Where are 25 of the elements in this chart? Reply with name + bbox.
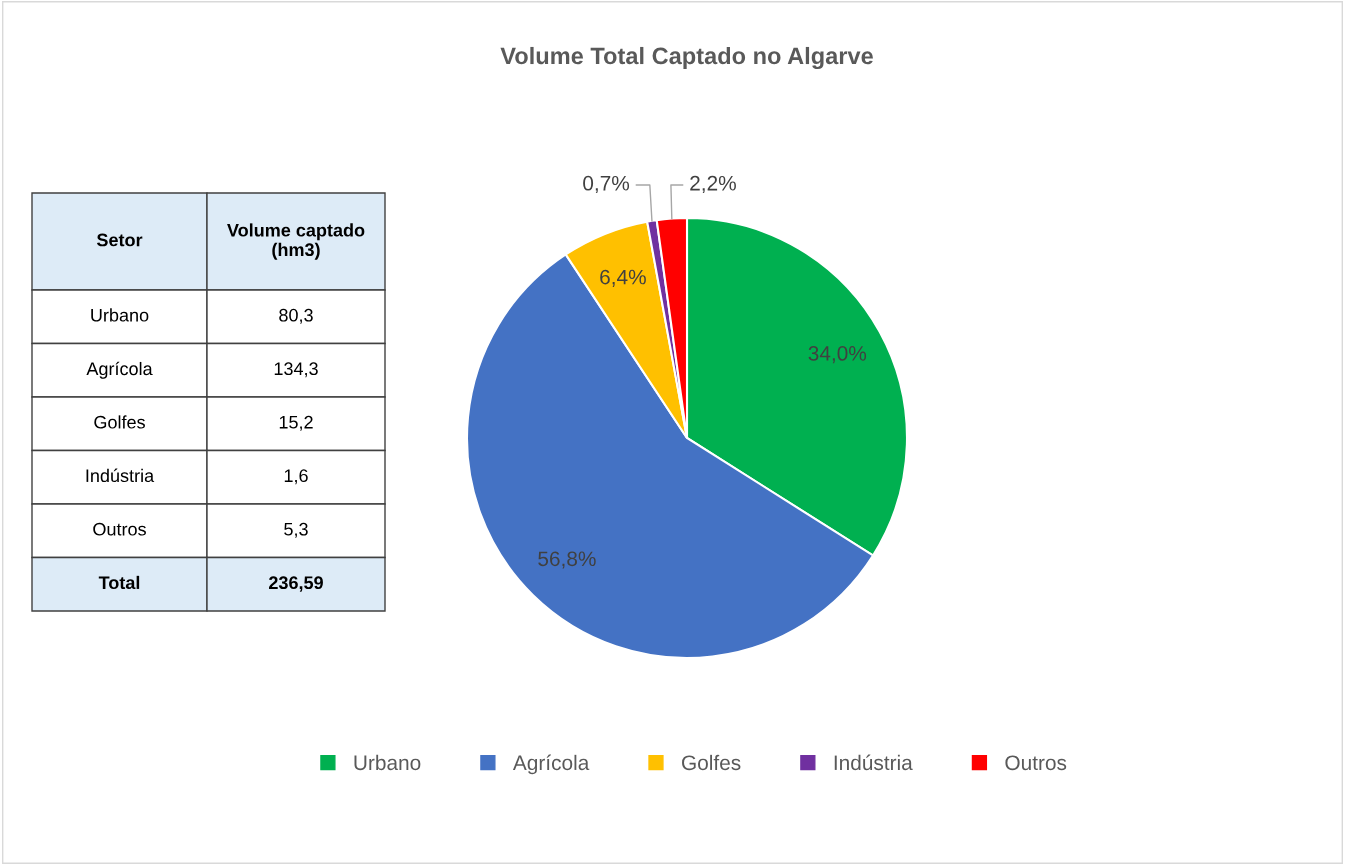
text: 236,59	[269, 576, 323, 592]
legend-label: Agrícola	[512, 754, 590, 775]
text: 134,3	[274, 362, 318, 378]
data-label: 0,7%	[583, 175, 630, 194]
category-label: Golfes	[94, 415, 145, 429]
chart-title: Volume Total Captado no Algarve	[500, 46, 873, 70]
legend-label: Urbano	[354, 754, 421, 771]
data-label: 56,8%	[538, 551, 596, 569]
category-label: Agrícola	[86, 361, 153, 379]
text: 5,3	[284, 522, 308, 538]
category-label: Indústria	[86, 468, 155, 483]
data-label: 6,4%	[600, 269, 646, 287]
legend-label: Indústria	[834, 754, 913, 771]
category-label: Total	[98, 575, 140, 590]
category-label: Volume captado (hm3)	[227, 223, 365, 260]
text: 15,2	[279, 415, 313, 431]
data-label: 34,0%	[808, 346, 867, 364]
text: 1,6	[284, 469, 308, 485]
legend-label: Outros	[1005, 755, 1067, 771]
category-label: Outros	[93, 522, 146, 536]
category-label: Urbano	[91, 308, 149, 322]
data-label: 2,2%	[690, 175, 736, 194]
text: 80,3	[279, 308, 313, 324]
category-label: Setor	[96, 233, 143, 247]
legend-label: Golfes	[682, 754, 741, 771]
